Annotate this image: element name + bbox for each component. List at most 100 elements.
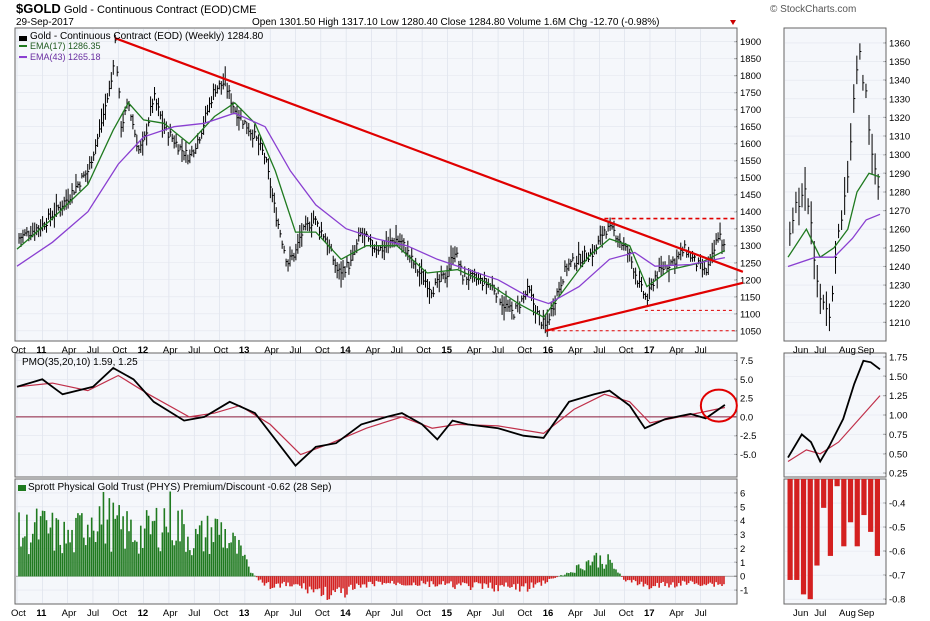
price-zoom-ytick-label: 1340 xyxy=(889,76,910,87)
price-ytick-label: 1350 xyxy=(740,224,761,235)
phys-bar xyxy=(507,576,509,587)
phys-bar xyxy=(128,531,130,577)
phys-bar xyxy=(159,551,162,577)
phys-bar xyxy=(624,576,627,582)
phys-ytick-label: 5 xyxy=(740,502,745,513)
phys-bar xyxy=(369,576,372,582)
phys-bar xyxy=(257,576,260,581)
phys-bar xyxy=(544,576,547,584)
phys-bar xyxy=(666,576,668,584)
phys-xtick-label: Apr xyxy=(264,608,279,619)
phys-bar xyxy=(88,537,91,577)
phys-bar xyxy=(530,576,533,583)
phys-bar xyxy=(699,576,702,587)
price-xtick-label: 12 xyxy=(138,345,149,356)
phys-bar xyxy=(685,576,688,585)
phys-bar xyxy=(438,576,441,585)
phys-bar xyxy=(566,572,568,577)
phys-bar xyxy=(703,576,706,585)
phys-bar xyxy=(196,534,199,577)
price-zoom-ytick-label: 1310 xyxy=(889,132,910,143)
phys-bar xyxy=(359,576,362,588)
phys-xtick-label: Apr xyxy=(568,608,583,619)
phys-bar xyxy=(328,576,331,600)
phys-bar xyxy=(355,576,358,584)
phys-bar xyxy=(232,532,234,577)
phys-zoom-xtick-label: Sep xyxy=(857,608,874,619)
phys-bar xyxy=(348,576,350,587)
phys-bar xyxy=(138,553,140,577)
phys-bar xyxy=(134,540,136,577)
phys-bar xyxy=(326,576,329,600)
phys-bar xyxy=(410,576,413,586)
phys-bar xyxy=(672,576,674,583)
phys-bar xyxy=(605,564,607,577)
phys-bar xyxy=(534,576,537,585)
phys-bar xyxy=(648,576,651,590)
price-ytick-label: 1300 xyxy=(740,241,761,252)
price-zoom-ytick-label: 1300 xyxy=(889,150,910,161)
zoom-phys-bar xyxy=(841,479,847,547)
phys-bar xyxy=(145,510,148,577)
phys-bar xyxy=(330,576,333,596)
phys-bar xyxy=(473,576,476,583)
phys-bar xyxy=(571,572,574,577)
phys-bar xyxy=(526,576,529,592)
phys-bar xyxy=(689,576,692,581)
phys-zoom-ytick-label: -0.8 xyxy=(889,595,905,606)
phys-bar xyxy=(385,576,388,584)
phys-bar xyxy=(513,576,515,585)
phys-bar xyxy=(367,576,370,582)
phys-bar xyxy=(678,576,680,584)
phys-bar xyxy=(581,569,584,577)
pmo-highlight-circle xyxy=(699,388,738,423)
price-xtick-label: 14 xyxy=(340,345,351,356)
phys-bar xyxy=(244,554,246,577)
phys-bar xyxy=(597,567,600,577)
phys-bar xyxy=(652,576,655,587)
phys-bar xyxy=(181,509,183,577)
phys-ytick-label: -1 xyxy=(740,586,748,597)
phys-bar xyxy=(715,576,717,583)
phys-bar xyxy=(53,550,56,577)
phys-bar xyxy=(444,576,446,585)
phys-xtick-label: 11 xyxy=(36,608,47,619)
phys-bar xyxy=(234,536,236,577)
price-zoom-ytick-label: 1250 xyxy=(889,243,910,254)
zoom-phys-bar xyxy=(807,479,813,600)
pmo-zoom-ytick-label: 0.50 xyxy=(889,449,908,460)
phys-bar xyxy=(640,576,643,582)
support-trendline xyxy=(545,281,744,332)
phys-bar xyxy=(33,522,36,577)
phys-bar xyxy=(646,576,649,586)
phys-bar xyxy=(619,573,621,577)
symbol: $GOLD xyxy=(16,1,61,16)
phys-bar xyxy=(238,539,240,577)
phys-bar xyxy=(149,534,152,577)
phys-bar xyxy=(324,576,327,587)
phys-bar xyxy=(391,576,393,581)
price-zoom-xtick-label: Sep xyxy=(857,345,874,356)
phys-bar xyxy=(94,542,97,577)
phys-bar xyxy=(636,576,639,586)
ohlc-readout: Open 1301.50 High 1317.10 Low 1280.40 Cl… xyxy=(252,17,660,28)
phys-bar xyxy=(45,520,48,577)
phys-ytick-label: 0 xyxy=(740,572,745,583)
phys-bar xyxy=(593,555,596,577)
phys-bar xyxy=(228,543,230,577)
pmo-zoom-ytick-label: 0.25 xyxy=(889,469,908,480)
phys-bar xyxy=(136,541,138,577)
phys-bar xyxy=(281,576,283,584)
phys-bar xyxy=(389,576,391,584)
price-xtick-label: Apr xyxy=(669,345,684,356)
phys-bar xyxy=(536,576,539,583)
phys-xtick-label: Oct xyxy=(619,608,634,619)
phys-bar xyxy=(497,576,499,592)
phys-bar xyxy=(615,569,617,577)
phys-bar xyxy=(583,570,586,577)
brand-label: © StockCharts.com xyxy=(770,4,856,15)
zoom-phys-bar xyxy=(827,479,833,556)
phys-bar xyxy=(35,508,38,577)
